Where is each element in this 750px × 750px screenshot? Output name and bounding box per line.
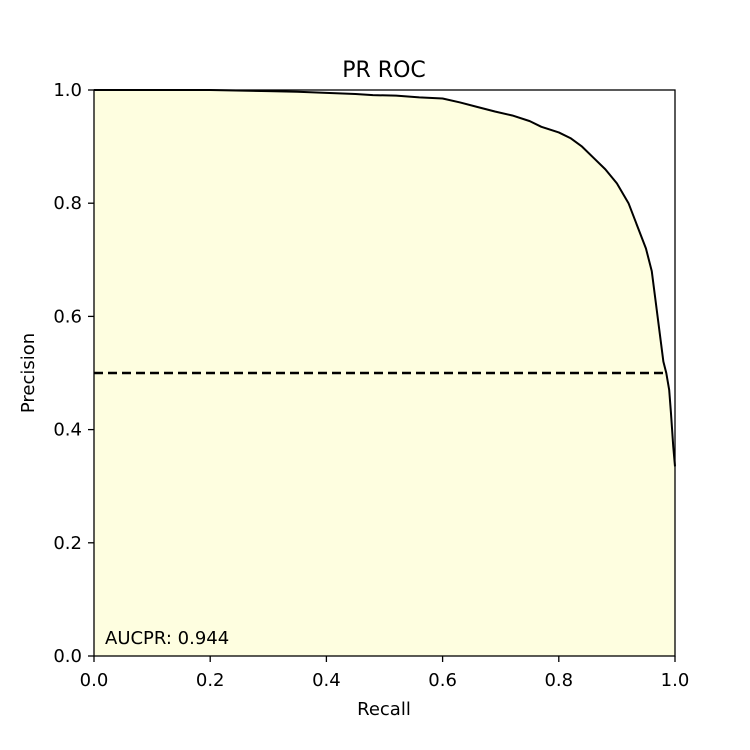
y-axis-label: Precision bbox=[18, 333, 39, 413]
x-tick-label: 0.0 bbox=[80, 670, 109, 691]
aucpr-annotation: AUCPR: 0.944 bbox=[105, 628, 229, 649]
plot-frame bbox=[93, 89, 676, 657]
y-tick-label: 0.6 bbox=[53, 306, 82, 327]
x-tick-label: 0.8 bbox=[544, 670, 573, 691]
chart-title: PR ROC bbox=[342, 58, 426, 83]
y-axis-ticks: 0.0 0.2 0.4 0.6 0.8 1.0 bbox=[53, 80, 94, 667]
x-axis-ticks: 0.0 0.2 0.4 0.6 0.8 1.0 bbox=[80, 656, 690, 691]
x-tick-label: 0.6 bbox=[428, 670, 457, 691]
pr-curve-line bbox=[94, 89, 676, 467]
y-tick-label: 0.4 bbox=[53, 420, 82, 441]
y-tick-label: 0.0 bbox=[53, 646, 82, 667]
x-tick-label: 0.4 bbox=[312, 670, 341, 691]
y-tick-label: 1.0 bbox=[53, 80, 82, 101]
x-axis-label: Recall bbox=[357, 699, 411, 720]
pr-area-fill bbox=[94, 90, 675, 656]
x-tick-label: 0.2 bbox=[196, 670, 225, 691]
y-tick-label: 0.8 bbox=[53, 193, 82, 214]
y-tick-label: 0.2 bbox=[53, 533, 82, 554]
x-tick-label: 1.0 bbox=[661, 670, 690, 691]
plot-layer bbox=[93, 89, 676, 657]
